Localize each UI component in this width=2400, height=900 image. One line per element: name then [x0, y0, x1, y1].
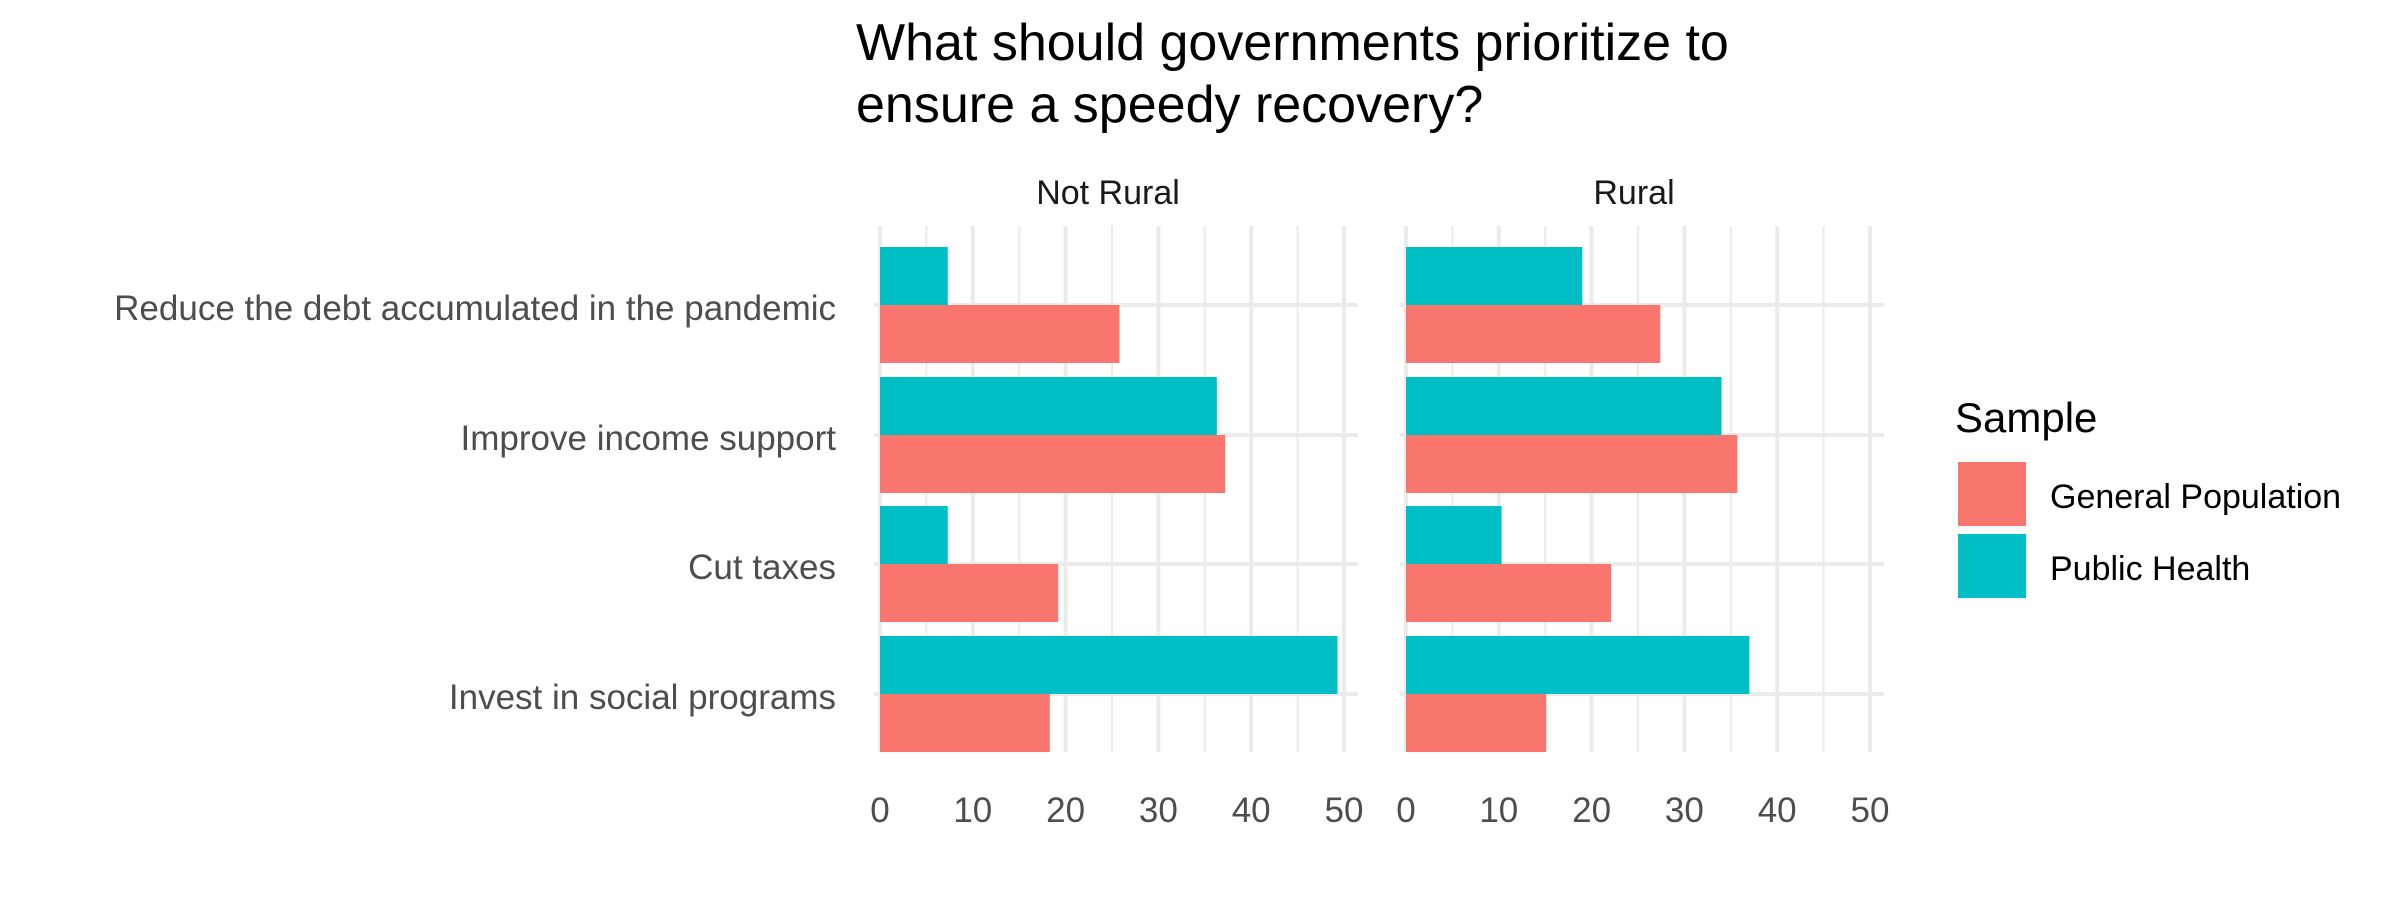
chart-title-line-2: ensure a speedy recovery? [856, 76, 1483, 134]
bar-general-population [880, 564, 1059, 622]
bar-public-health [1406, 506, 1502, 564]
bar-general-population [1406, 694, 1547, 752]
category-label: Invest in social programs [449, 678, 836, 717]
category-label: Cut taxes [688, 548, 836, 587]
legend-swatch-general-population [1958, 462, 2026, 526]
x-tick-label: 0 [870, 791, 889, 830]
x-tick-label: 0 [1396, 791, 1415, 830]
x-tick-label: 40 [1758, 791, 1797, 830]
facet-panel-not-rural: Not Rural 0 10 20 30 40 50 [870, 174, 1363, 830]
legend-title: Sample [1955, 394, 2097, 441]
bar-public-health [880, 247, 948, 305]
bar-public-health [880, 636, 1338, 694]
bar-general-population [880, 435, 1226, 493]
x-tick-label: 20 [1046, 791, 1085, 830]
bar-general-population [1406, 564, 1612, 622]
x-tick-label: 30 [1665, 791, 1704, 830]
x-tick-label: 40 [1232, 791, 1271, 830]
bar-general-population [880, 305, 1120, 363]
category-label: Improve income support [461, 419, 837, 458]
facet-strip-label: Not Rural [1036, 174, 1180, 212]
chart-title: What should governments prioritize to en… [856, 14, 1729, 134]
x-tick-label: 20 [1572, 791, 1611, 830]
legend-label-public-health: Public Health [2050, 550, 2250, 588]
legend-label-general-population: General Population [2050, 478, 2341, 516]
facet-panel-rural: Rural 0 10 20 30 40 50 [1396, 174, 1889, 830]
bar-general-population [1406, 435, 1738, 493]
bar-public-health [1406, 377, 1722, 435]
x-tick-label: 50 [1851, 791, 1890, 830]
chart-title-line-1: What should governments prioritize to [856, 14, 1729, 72]
bar-public-health [1406, 247, 1583, 305]
category-label: Reduce the debt accumulated in the pande… [114, 289, 836, 328]
category-labels: Reduce the debt accumulated in the pande… [114, 289, 836, 717]
x-tick-label: 10 [953, 791, 992, 830]
bar-general-population [880, 694, 1050, 752]
bar-public-health [1406, 636, 1750, 694]
legend-swatch-public-health [1958, 534, 2026, 598]
legend: Sample General Population Public Health [1955, 394, 2341, 598]
x-tick-label: 10 [1479, 791, 1518, 830]
facet-strip-label: Rural [1593, 174, 1674, 212]
bar-general-population [1406, 305, 1661, 363]
bar-public-health [880, 506, 948, 564]
x-tick-label: 50 [1325, 791, 1364, 830]
bar-public-health [880, 377, 1217, 435]
x-tick-label: 30 [1139, 791, 1178, 830]
